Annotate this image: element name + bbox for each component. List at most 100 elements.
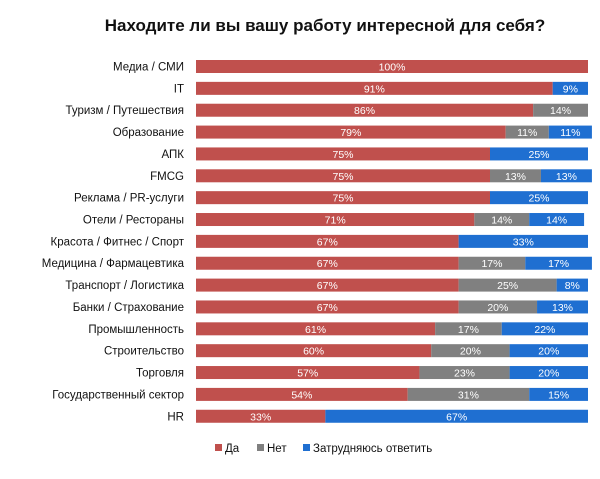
category-label: FMCG xyxy=(150,171,184,183)
legend-item: Да xyxy=(215,443,240,455)
bar-segment xyxy=(196,213,475,227)
legend-swatch xyxy=(215,444,222,451)
bar-segment xyxy=(431,344,510,358)
data-label: 25% xyxy=(528,149,549,161)
data-label: 9% xyxy=(563,83,578,95)
bar-segment xyxy=(196,300,459,314)
data-label: 17% xyxy=(458,324,479,336)
bar-row: Государственный сектор 54% 31% 15% xyxy=(52,387,588,401)
category-label: IT xyxy=(174,83,184,95)
bar-segment xyxy=(458,234,588,248)
bar-segment xyxy=(196,81,553,95)
data-label: 13% xyxy=(552,302,573,314)
legend-swatch xyxy=(303,444,310,451)
data-label: 20% xyxy=(460,346,481,358)
data-label: 86% xyxy=(354,105,375,117)
bar-segment xyxy=(196,125,506,139)
legend-swatch xyxy=(257,444,264,451)
bar-segment xyxy=(556,278,588,292)
bar-row: Строительство 60% 20% 20% xyxy=(104,344,588,358)
bar-segment xyxy=(435,322,502,336)
data-label: 11% xyxy=(560,127,580,139)
bar-row: Транспорт / Логистика 67% 25% 8% xyxy=(65,278,588,292)
category-label: Государственный сектор xyxy=(52,389,184,401)
bar-row: IT 91% 9% xyxy=(174,81,588,95)
bar-segment xyxy=(548,125,592,139)
bar-row: АПК 75% 25% xyxy=(161,147,588,161)
bar-row: HR 33% 67% xyxy=(167,409,588,423)
bar-segment xyxy=(196,322,436,336)
bar-segment xyxy=(458,300,538,314)
data-label: 71% xyxy=(325,215,346,227)
data-label: 25% xyxy=(528,193,549,205)
legend-label: Затрудняюсь ответить xyxy=(313,443,432,455)
bar-row: Медиа / СМИ 100% xyxy=(113,60,588,74)
bar-segment xyxy=(501,322,588,336)
bar-segment xyxy=(474,213,530,227)
chart-title: Находите ли вы вашу работу интересной дл… xyxy=(105,16,545,35)
bar-segment xyxy=(540,169,592,183)
data-label: 61% xyxy=(305,324,326,336)
bar-segment xyxy=(533,103,588,117)
data-label: 75% xyxy=(332,149,353,161)
data-label: 91% xyxy=(364,83,385,95)
data-label: 67% xyxy=(317,236,338,248)
data-label: 13% xyxy=(505,171,526,183)
bar-segment xyxy=(458,278,557,292)
bar-segment xyxy=(407,387,530,401)
bar-row: Реклама / PR-услуги 75% 25% xyxy=(74,191,588,205)
category-label: Образование xyxy=(113,127,184,139)
legend-label: Да xyxy=(225,443,240,455)
data-label: 67% xyxy=(446,411,467,423)
bar-row: Медицина / Фармацевтика 67% 17% 17% xyxy=(42,256,592,270)
category-label: Реклама / PR-услуги xyxy=(74,193,184,205)
chart-rows: Медиа / СМИ 100% IT 91% 9% Туризм / Путешеств… xyxy=(42,60,592,423)
data-label: 20% xyxy=(538,346,559,358)
bar-segment xyxy=(196,103,534,117)
bar-row: Промышленность 61% 17% 22% xyxy=(88,322,588,336)
category-label: HR xyxy=(167,411,184,423)
bar-segment xyxy=(325,409,588,423)
bar-segment xyxy=(509,344,588,358)
data-label: 14% xyxy=(491,215,512,227)
data-label: 14% xyxy=(550,105,571,117)
category-label: Медиа / СМИ xyxy=(113,62,184,74)
data-label: 22% xyxy=(534,324,555,336)
legend-item: Затрудняюсь ответить xyxy=(303,443,432,455)
bar-segment xyxy=(529,387,588,401)
bar-row: Банки / Страхование 67% 20% 13% xyxy=(73,300,588,314)
category-label: АПК xyxy=(161,149,184,161)
data-label: 75% xyxy=(332,193,353,205)
bar-segment xyxy=(419,366,510,380)
data-label: 100% xyxy=(379,62,406,74)
category-label: Туризм / Путешествия xyxy=(65,105,184,117)
data-label: 54% xyxy=(291,389,312,401)
bar-segment xyxy=(196,366,420,380)
bar-segment xyxy=(458,256,526,270)
bar-row: Туризм / Путешествия 86% 14% xyxy=(65,103,588,117)
data-label: 13% xyxy=(556,171,577,183)
category-label: Банки / Страхование xyxy=(73,302,184,314)
data-label: 11% xyxy=(517,127,537,139)
bar-segment xyxy=(196,234,459,248)
bar-segment xyxy=(196,60,588,73)
category-label: Строительство xyxy=(104,346,184,358)
bar-segment xyxy=(509,366,588,380)
category-label: Красота / Фитнес / Спорт xyxy=(51,236,185,248)
bar-segment xyxy=(196,191,490,205)
bar-segment xyxy=(525,256,592,270)
bar-row: FMCG 75% 13% 13% xyxy=(150,169,592,183)
bar-row: Торговля 57% 23% 20% xyxy=(136,366,588,380)
data-label: 33% xyxy=(513,236,534,248)
data-label: 31% xyxy=(458,389,479,401)
data-label: 23% xyxy=(454,368,475,380)
bar-segment xyxy=(490,191,588,205)
data-label: 20% xyxy=(538,368,559,380)
bar-segment xyxy=(196,278,459,292)
data-label: 75% xyxy=(332,171,353,183)
bar-segment xyxy=(552,81,588,95)
bar-segment xyxy=(196,344,432,358)
chart-legend: Да Нет Затрудняюсь ответить xyxy=(215,443,432,455)
bar-segment xyxy=(529,213,585,227)
